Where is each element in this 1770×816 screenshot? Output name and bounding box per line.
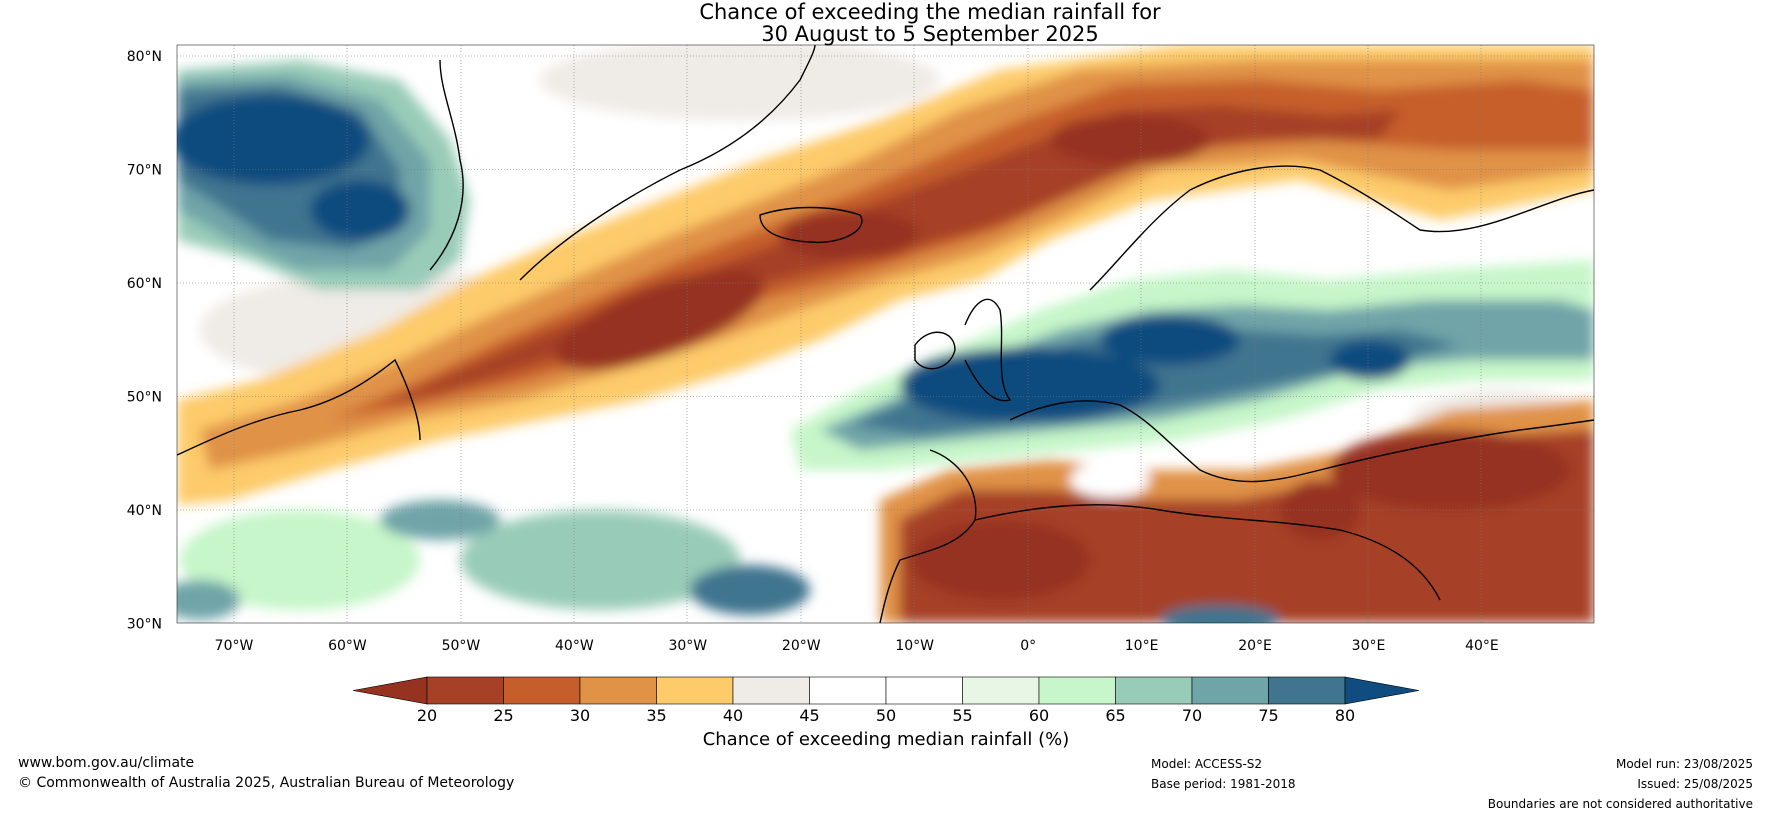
longitude-ticks: 70°W 60°W 50°W 40°W 30°W 20°W 10°W 0° 10°E 20°E 30… — [215, 638, 1499, 654]
base-period-text: Base period: 1981-2018 — [1151, 777, 1296, 791]
colorbar-bin — [579, 676, 657, 705]
copyright-text: © Commonwealth of Australia 2025, Austra… — [18, 775, 515, 791]
latitude-label: 40°N — [127, 503, 162, 519]
colorbar-tick-label: 25 — [493, 706, 513, 725]
longitude-label: 40°W — [555, 638, 594, 654]
colorbar-bin — [809, 676, 887, 705]
longitude-label: 20°E — [1238, 638, 1272, 654]
longitude-label: 30°W — [668, 638, 707, 654]
colorbar-bin — [962, 676, 1040, 705]
website-text: www.bom.gov.au/climate — [18, 755, 195, 771]
colorbar-bin — [426, 676, 504, 705]
colorbar-bin — [1191, 676, 1269, 705]
colorbar-tick-label: 60 — [1029, 706, 1049, 725]
latitude-label: 80°N — [127, 49, 162, 65]
colorbar-bin — [732, 676, 810, 705]
colorbar-low-extend — [352, 676, 428, 705]
map-area — [177, 45, 1594, 623]
greenland-east-coast — [519, 45, 816, 281]
longitude-label: 30°E — [1352, 638, 1386, 654]
colorbar-tick-label: 65 — [1105, 706, 1125, 725]
map-title-line-1: Chance of exceeding the median rainfall … — [699, 0, 1161, 24]
longitude-label: 0° — [1020, 638, 1036, 654]
longitude-label: 10°E — [1125, 638, 1159, 654]
latitude-ticks: 80°N 70°N 60°N 50°N 40°N 30°N — [127, 49, 162, 633]
map-title-line-2: 30 August to 5 September 2025 — [761, 22, 1099, 46]
longitude-label: 70°W — [215, 638, 254, 654]
latitude-label: 60°N — [127, 276, 162, 292]
longitude-label: 10°W — [895, 638, 934, 654]
colorbar-tick-label: 20 — [417, 706, 437, 725]
latitude-label: 30°N — [127, 617, 162, 633]
colorbar-tick-label: 45 — [799, 706, 819, 725]
colorbar-tick-label: 55 — [952, 706, 972, 725]
colorbar-tick-label: 40 — [723, 706, 743, 725]
colorbar-tick-label: 30 — [570, 706, 590, 725]
iceland — [759, 206, 863, 244]
colorbar-tick-label: 75 — [1258, 706, 1278, 725]
iberia-africa-west-coast — [879, 449, 977, 623]
latitude-label: 50°N — [127, 390, 162, 406]
longitude-label: 40°E — [1465, 638, 1499, 654]
colorbar-bin — [1268, 676, 1346, 705]
great-britain — [964, 298, 1012, 402]
north-africa-coast — [974, 504, 1441, 601]
colorbar-high-extend — [1344, 676, 1420, 705]
issued-text: Issued: 25/08/2025 — [1637, 777, 1753, 791]
greenland-west-coast — [429, 59, 464, 271]
colorbar-tick-label: 70 — [1182, 706, 1202, 725]
colorbar-bin — [1038, 676, 1116, 705]
europe-south-coast — [1009, 400, 1594, 483]
colorbar-bin — [656, 676, 734, 705]
disclaimer-text: Boundaries are not considered authoritat… — [1487, 797, 1753, 811]
longitude-label: 60°W — [328, 638, 367, 654]
latitude-label: 70°N — [127, 163, 162, 179]
model-text: Model: ACCESS-S2 — [1151, 757, 1263, 771]
model-run-text: Model run: 23/08/2025 — [1615, 757, 1753, 771]
colorbar-bin — [503, 676, 581, 705]
colorbar: 20 25 30 35 40 45 50 55 60 65 70 75 80 — [352, 676, 1420, 725]
colorbar-tick-label: 50 — [876, 706, 896, 725]
ireland — [914, 331, 956, 370]
colorbar-tick-label: 35 — [646, 706, 666, 725]
colorbar-label: Chance of exceeding median rainfall (%) — [703, 729, 1070, 750]
north-america-coast — [177, 358, 421, 456]
colorbar-tick-label: 80 — [1335, 706, 1355, 725]
colorbar-bin — [885, 676, 963, 705]
graticule — [177, 45, 1594, 623]
scandinavia-coast — [1089, 165, 1594, 291]
colorbar-bin — [1115, 676, 1193, 705]
longitude-label: 20°W — [782, 638, 821, 654]
coastlines — [177, 45, 1594, 623]
longitude-label: 50°W — [442, 638, 481, 654]
